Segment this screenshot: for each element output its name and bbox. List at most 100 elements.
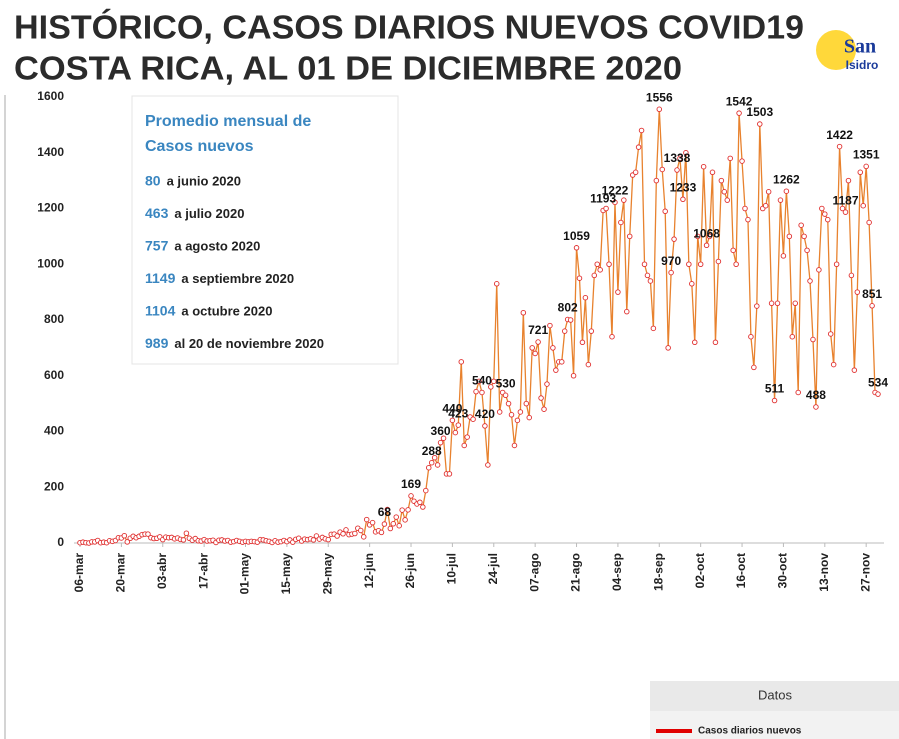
point	[863, 163, 869, 170]
x-tick-label: 04-sep	[610, 553, 624, 591]
point	[765, 189, 772, 195]
point	[875, 391, 881, 397]
point	[686, 261, 692, 268]
x-tick-label: 15-may	[279, 553, 293, 595]
legend-label: Casos diarios nuevos	[698, 726, 802, 737]
value-label: 440	[442, 402, 462, 416]
point	[502, 392, 509, 399]
point	[674, 167, 680, 173]
point	[579, 339, 586, 346]
point	[777, 197, 784, 203]
value-label: 1338	[664, 151, 691, 165]
point	[810, 336, 816, 343]
x-tick-label: 02-oct	[693, 553, 707, 588]
point	[482, 423, 488, 429]
point	[644, 272, 651, 279]
x-tick-label: 18-sep	[651, 553, 665, 591]
value-label: 1422	[826, 128, 853, 142]
point	[523, 400, 530, 407]
point	[706, 233, 713, 240]
value-label: 802	[558, 301, 578, 315]
point	[615, 289, 621, 295]
point	[396, 522, 402, 529]
point	[420, 504, 426, 510]
value-label: 488	[806, 388, 826, 402]
info-text: a julio 2020	[174, 206, 244, 221]
point	[789, 333, 796, 340]
point	[381, 521, 388, 527]
point	[783, 188, 790, 194]
point	[561, 328, 568, 334]
point	[508, 412, 515, 418]
point	[742, 205, 748, 212]
point	[780, 253, 787, 259]
value-label: 540	[472, 374, 492, 388]
point	[650, 325, 657, 332]
point	[851, 367, 858, 373]
point	[762, 202, 769, 209]
point	[550, 345, 556, 351]
point	[724, 197, 731, 203]
info-text: a agosto 2020	[174, 238, 260, 253]
value-label: 970	[661, 254, 681, 268]
point	[591, 272, 598, 279]
point	[792, 300, 798, 307]
point	[352, 530, 358, 537]
point	[378, 529, 385, 536]
point	[455, 422, 462, 428]
point	[751, 364, 757, 371]
point	[632, 169, 639, 176]
point	[697, 261, 704, 268]
point	[830, 361, 837, 368]
info-text: a septiembre 2020	[181, 271, 294, 286]
value-label: 1059	[563, 229, 590, 243]
point	[804, 247, 810, 254]
point	[538, 395, 544, 401]
point	[449, 417, 456, 424]
point	[570, 373, 577, 379]
point	[511, 442, 518, 449]
point	[721, 189, 728, 195]
point	[671, 236, 677, 242]
point	[360, 534, 367, 540]
point	[479, 389, 485, 396]
point	[393, 514, 399, 520]
point	[405, 507, 411, 513]
point	[689, 281, 695, 287]
logo-badge	[816, 30, 856, 70]
point	[485, 462, 491, 468]
point	[183, 530, 190, 536]
point	[836, 143, 843, 150]
point	[464, 434, 470, 440]
info-value: 1149	[145, 270, 176, 286]
point	[709, 169, 716, 176]
value-label: 1503	[746, 105, 773, 119]
x-tick-label: 27-nov	[858, 553, 872, 592]
value-label: 420	[475, 407, 495, 421]
point	[124, 539, 131, 545]
point	[588, 328, 595, 334]
value-label: 360	[431, 424, 451, 438]
point	[774, 300, 781, 307]
point	[680, 196, 686, 203]
x-tick-label: 30-oct	[776, 553, 790, 588]
point	[402, 517, 408, 523]
value-label: 1187	[832, 193, 858, 207]
point	[514, 417, 521, 424]
y-tick-label: 0	[57, 535, 64, 549]
point	[700, 163, 707, 170]
point	[842, 209, 849, 215]
info-title: Promedio mensual de	[145, 113, 311, 130]
y-tick-label: 1400	[37, 145, 64, 159]
point	[517, 409, 524, 415]
point	[535, 339, 541, 345]
point	[860, 202, 866, 209]
x-tick-label: 07-ago	[527, 553, 541, 592]
point	[470, 416, 476, 422]
point	[621, 197, 627, 203]
point	[638, 127, 645, 134]
x-tick-label: 16-oct	[734, 553, 748, 588]
value-label: 1222	[602, 184, 629, 198]
point	[541, 406, 547, 412]
